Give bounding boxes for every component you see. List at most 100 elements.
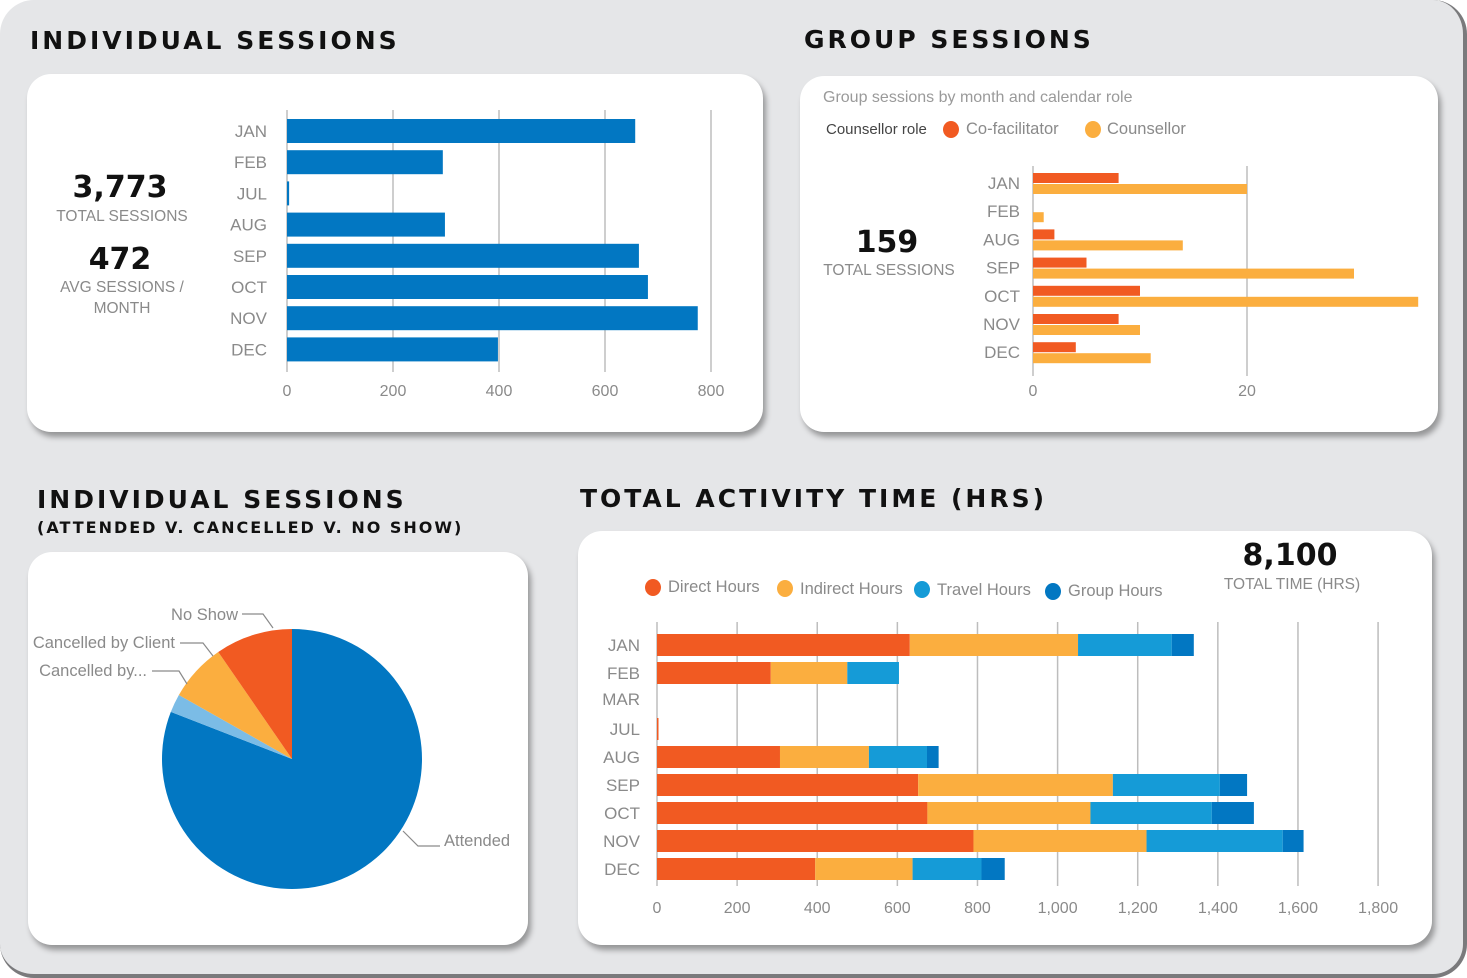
cofacilitator-bar: [1033, 285, 1140, 296]
attendance-title: INDIVIDUAL SESSIONS: [37, 485, 407, 514]
avg-sessions-label-month: MONTH: [93, 300, 151, 317]
cofacilitator-bar: [1033, 173, 1119, 183]
bar-dec: [287, 337, 498, 362]
pie-leader-line: [180, 642, 214, 657]
group-hours-segment: [927, 746, 939, 768]
bar-sep: [287, 243, 639, 268]
group-hours-segment: [1282, 830, 1304, 852]
group-legend-title: Counsellor role: [826, 121, 927, 138]
indirect-hours-segment: [909, 634, 1079, 656]
x-tick-label: 1,600: [1278, 900, 1318, 917]
pie-leader-line: [152, 670, 188, 685]
y-category-label: MAR: [602, 690, 640, 709]
x-tick-label: 20: [1238, 383, 1256, 400]
x-tick-label: 400: [804, 900, 831, 917]
x-tick-label: 0: [1029, 383, 1038, 400]
y-category-label: DEC: [604, 860, 640, 879]
bar-nov: [287, 306, 698, 331]
travel-hours-segment: [1078, 634, 1172, 656]
indirect-hours-segment: [918, 774, 1113, 796]
group-sessions-title: GROUP SESSIONS: [804, 25, 1094, 54]
y-category-label: SEP: [986, 259, 1020, 278]
direct-hours-segment: [657, 830, 974, 852]
x-tick-label: 800: [698, 383, 725, 400]
pie-slice-no-show: [218, 629, 292, 759]
y-category-label: FEB: [607, 664, 640, 683]
legend-cofacilitator[interactable]: Co-facilitator: [966, 120, 1059, 138]
indirect-hours-dot-icon: [777, 580, 793, 597]
legend-indirect-hours[interactable]: Indirect Hours: [800, 580, 903, 598]
y-category-label: NOV: [603, 832, 641, 851]
y-category-label: AUG: [603, 748, 640, 767]
pie-slice-cancelled-by-: [170, 694, 292, 759]
direct-hours-segment: [657, 858, 816, 880]
avg-sessions-label: AVG SESSIONS /: [60, 279, 184, 296]
legend-counsellor[interactable]: Counsellor: [1107, 120, 1186, 138]
counsellor-bar: [1033, 353, 1151, 364]
pie-slice-attended: [161, 629, 423, 890]
x-tick-label: 1,400: [1198, 900, 1238, 917]
bar-aug: [287, 212, 445, 237]
y-category-label: JUL: [610, 720, 640, 739]
direct-hours-segment: [657, 774, 919, 796]
y-category-label: SEP: [233, 247, 267, 266]
pie-leader-line: [242, 613, 274, 629]
y-category-label: AUG: [983, 230, 1020, 249]
y-category-label: JAN: [608, 636, 640, 655]
cofacilitator-bar: [1033, 314, 1119, 324]
pie-leader-line: [402, 830, 440, 847]
legend-group-hours[interactable]: Group Hours: [1068, 582, 1163, 600]
bar-jul: [287, 181, 290, 206]
counsellor-bar: [1033, 240, 1183, 251]
y-category-label: OCT: [604, 804, 640, 823]
cofacilitator-bar: [1033, 342, 1076, 353]
group-hours-segment: [1219, 774, 1248, 796]
group-chart-title: Group sessions by month and calendar rol…: [823, 89, 1133, 106]
bar-feb: [287, 150, 443, 175]
x-tick-label: 800: [964, 900, 991, 917]
y-category-label: JUL: [237, 184, 267, 203]
travel-hours-dot-icon: [914, 581, 930, 598]
total-time-value: 8,100: [1242, 538, 1338, 573]
pie-label: Cancelled by...: [39, 662, 147, 680]
direct-hours-segment: [657, 634, 910, 656]
legend-direct-hours[interactable]: Direct Hours: [668, 578, 760, 596]
x-tick-label: 200: [724, 900, 751, 917]
legend-travel-hours[interactable]: Travel Hours: [937, 581, 1031, 599]
x-tick-label: 1,800: [1358, 900, 1398, 917]
x-tick-label: 200: [380, 383, 407, 400]
y-category-label: AUG: [230, 216, 267, 235]
bar-jan: [287, 119, 636, 143]
y-category-label: OCT: [231, 278, 267, 297]
direct-hours-segment: [657, 746, 780, 768]
pie-slice-cancelled-by-client: [178, 651, 292, 759]
x-tick-label: 600: [884, 900, 911, 917]
y-category-label: FEB: [987, 202, 1020, 221]
group-total-label: TOTAL SESSIONS: [823, 262, 955, 279]
avg-sessions-value: 472: [88, 242, 152, 277]
travel-hours-segment: [912, 858, 982, 880]
x-tick-label: 0: [653, 900, 662, 917]
x-tick-label: 600: [592, 383, 619, 400]
indirect-hours-segment: [973, 830, 1147, 852]
y-category-label: NOV: [230, 309, 268, 328]
pie-label: No Show: [171, 606, 238, 624]
counsellor-bar: [1033, 296, 1419, 307]
total-sessions-label: TOTAL SESSIONS: [56, 208, 188, 225]
activity-time-title: TOTAL ACTIVITY TIME (HRS): [580, 484, 1048, 513]
direct-hours-segment: [657, 802, 928, 824]
counsellor-bar: [1033, 212, 1044, 223]
x-tick-label: 400: [486, 383, 513, 400]
total-sessions-value: 3,773: [72, 170, 168, 205]
group-total-value: 159: [855, 225, 919, 260]
x-tick-label: 1,200: [1118, 900, 1158, 917]
y-category-label: DEC: [984, 343, 1020, 362]
y-category-label: NOV: [983, 315, 1021, 334]
counsellor-bar: [1033, 325, 1140, 335]
x-tick-label: 1,000: [1038, 900, 1078, 917]
x-tick-label: 0: [283, 383, 292, 400]
travel-hours-segment: [1146, 830, 1283, 852]
group-sessions-panel: [800, 76, 1438, 432]
indirect-hours-segment: [815, 858, 913, 880]
